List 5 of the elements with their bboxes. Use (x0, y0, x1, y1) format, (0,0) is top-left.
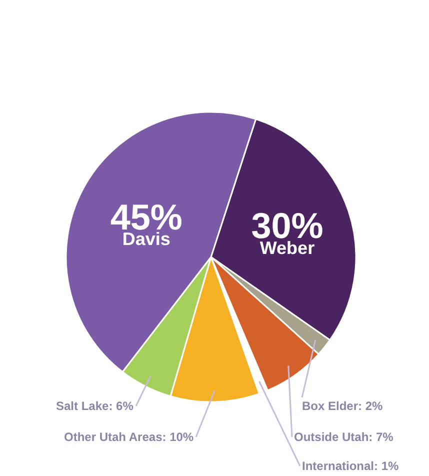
slice-label: Box Elder: 2% (302, 399, 384, 413)
slice-label: International: 1% (302, 459, 400, 473)
slice-label: Other Utah Areas: 10% (64, 430, 194, 444)
slice-label: Outside Utah: 7% (294, 430, 394, 444)
slice-label: Salt Lake: 6% (56, 399, 134, 413)
